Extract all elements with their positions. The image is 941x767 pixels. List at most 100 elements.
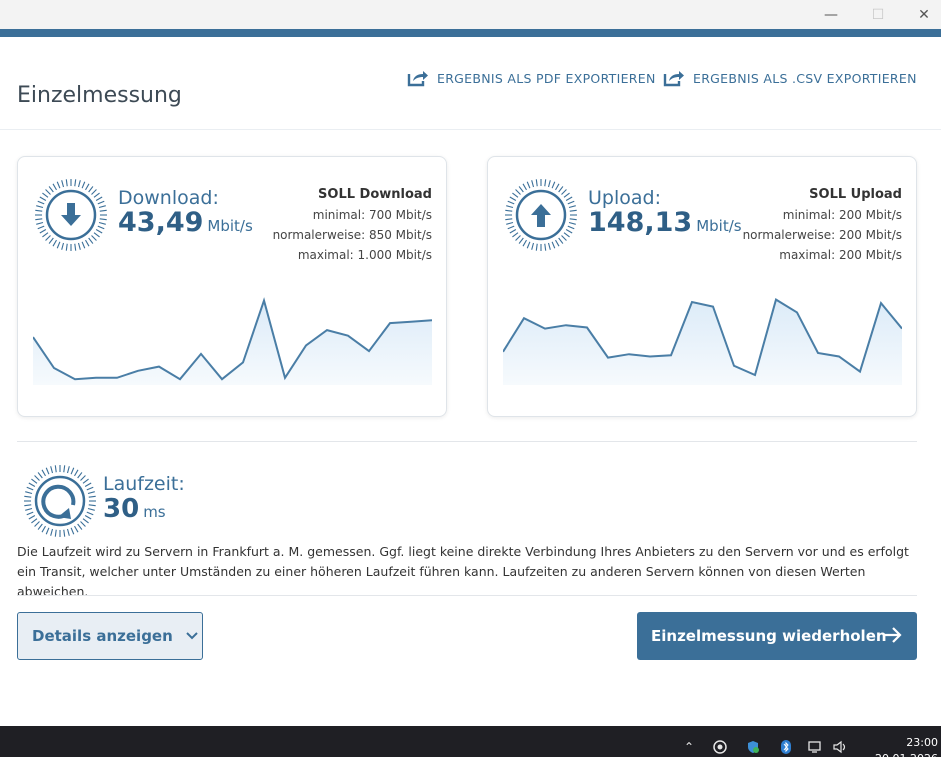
download-label: Download: xyxy=(118,187,219,209)
export-csv-button[interactable]: ERGEBNIS ALS .CSV EXPORTIEREN xyxy=(663,69,917,87)
shield-icon[interactable] xyxy=(745,740,761,754)
details-button[interactable]: Details anzeigen xyxy=(17,612,203,660)
gauge-tick xyxy=(26,511,34,516)
gauge-tick xyxy=(28,482,36,487)
gauge-tick xyxy=(37,523,43,530)
gauge-tick xyxy=(544,179,547,187)
gauge-tick xyxy=(74,469,79,477)
gauge-tick xyxy=(66,466,70,474)
gauge-tick xyxy=(50,528,54,536)
chevron-up-icon[interactable]: ⌃ xyxy=(683,740,695,754)
gauge-tick xyxy=(37,225,45,230)
gauge-tick xyxy=(48,237,54,244)
gauge-tick xyxy=(509,229,517,234)
gauge-tick xyxy=(45,189,51,195)
latency-value-row: 30 ms xyxy=(103,494,166,524)
upload-value: 148,13 xyxy=(588,207,693,238)
taskbar: ⌃ 23:00 20.01.2026 xyxy=(0,726,941,765)
gauge-tick xyxy=(70,467,75,475)
gauge-tick xyxy=(98,221,106,225)
upload-soll: SOLL Upload minimal: 200 Mbit/s normaler… xyxy=(743,185,902,265)
bluetooth-icon[interactable] xyxy=(778,740,794,754)
gauge-tick xyxy=(84,515,92,520)
gauge-tick xyxy=(558,186,564,193)
main-content: Download: 43,49 Mbit/s SOLL Download mini… xyxy=(0,130,941,726)
gauge-tick xyxy=(507,200,515,205)
gauge-tick xyxy=(563,232,570,238)
app-tray-icon[interactable] xyxy=(712,740,728,754)
sparkline-area xyxy=(33,300,432,385)
gauge-tick xyxy=(70,527,75,535)
gauge-tick xyxy=(558,237,564,244)
gauge-tick xyxy=(535,179,538,187)
minimize-icon[interactable]: — xyxy=(824,6,838,23)
gauge-tick xyxy=(50,466,54,474)
download-soll: SOLL Download minimal: 700 Mbit/s normal… xyxy=(273,185,432,265)
download-soll-title: SOLL Download xyxy=(318,187,432,202)
gauge-tick xyxy=(24,504,32,507)
gauge-tick xyxy=(512,232,519,238)
clock-date: 20.01.2026 xyxy=(875,752,938,765)
gauge-tick xyxy=(555,183,560,191)
accent-bar xyxy=(0,29,941,37)
gauge-tick xyxy=(45,527,50,535)
gauge-tick xyxy=(568,221,576,225)
volume-icon[interactable] xyxy=(832,740,848,754)
gauge-tick xyxy=(74,243,77,251)
gauge-tick xyxy=(506,205,514,209)
gauge-tick xyxy=(95,229,103,234)
repeat-measurement-button[interactable]: Einzelmessung wiederholen xyxy=(637,612,917,660)
gauge-tick xyxy=(25,491,33,495)
gauge-tick xyxy=(97,225,105,230)
gauge-tick xyxy=(568,205,576,209)
gauge-tick xyxy=(77,242,81,250)
close-icon[interactable]: ✕ xyxy=(918,6,930,23)
latency-description: Die Laufzeit wird zu Servern in Frankfur… xyxy=(17,544,909,599)
gauge-tick xyxy=(45,467,50,475)
latency-value: 30 xyxy=(103,494,140,524)
sparkline-area xyxy=(503,299,902,385)
gauge-tick xyxy=(34,521,40,527)
latency-unit: ms xyxy=(143,503,166,521)
gauge-tick xyxy=(82,518,89,524)
maximize-icon[interactable]: ☐ xyxy=(871,6,885,23)
window-titlebar: — ☐ ✕ xyxy=(0,0,941,29)
gauge-ticks xyxy=(505,179,577,251)
gauge-tick xyxy=(28,515,36,520)
download-gauge-icon xyxy=(35,179,107,251)
gauge-tick xyxy=(41,525,46,533)
gauge-tick xyxy=(39,196,47,201)
gauge-tick xyxy=(25,507,33,511)
download-sparkline xyxy=(33,297,432,385)
download-value: 43,49 xyxy=(118,207,204,238)
gauge-tick xyxy=(522,183,527,191)
gauge-tick xyxy=(37,200,45,205)
gauge-tick xyxy=(98,205,106,209)
gauge-tick xyxy=(66,528,70,536)
network-icon[interactable] xyxy=(808,740,824,754)
gauge-tick xyxy=(61,180,65,188)
gauge-tick xyxy=(99,209,107,212)
gauge-tick xyxy=(52,239,57,247)
refresh-icon xyxy=(41,484,76,519)
export-pdf-label: ERGEBNIS ALS PDF EXPORTIEREN xyxy=(437,70,656,86)
gauge-tick xyxy=(567,225,575,230)
gauge-tick xyxy=(507,225,515,230)
download-card: Download: 43,49 Mbit/s SOLL Download mini… xyxy=(17,156,447,417)
gauge-tick xyxy=(77,523,83,530)
gauge-ticks xyxy=(24,465,96,537)
gauge-tick xyxy=(82,478,89,484)
gauge-tick xyxy=(61,242,65,250)
share-export-icon xyxy=(407,71,428,87)
gauge-tick xyxy=(512,192,519,198)
gauge-tick xyxy=(80,521,86,527)
gauge-tick xyxy=(35,218,43,221)
gauge-tick xyxy=(65,179,68,187)
arrow-up-icon xyxy=(531,204,551,227)
taskbar-clock[interactable]: 23:00 20.01.2026 xyxy=(866,735,938,767)
section-divider xyxy=(17,441,917,442)
download-soll-normal: normalerweise: 850 Mbit/s xyxy=(272,228,432,242)
export-pdf-button[interactable]: ERGEBNIS ALS PDF EXPORTIEREN xyxy=(407,69,656,87)
gauge-tick xyxy=(561,189,567,195)
gauge-tick xyxy=(63,465,66,473)
